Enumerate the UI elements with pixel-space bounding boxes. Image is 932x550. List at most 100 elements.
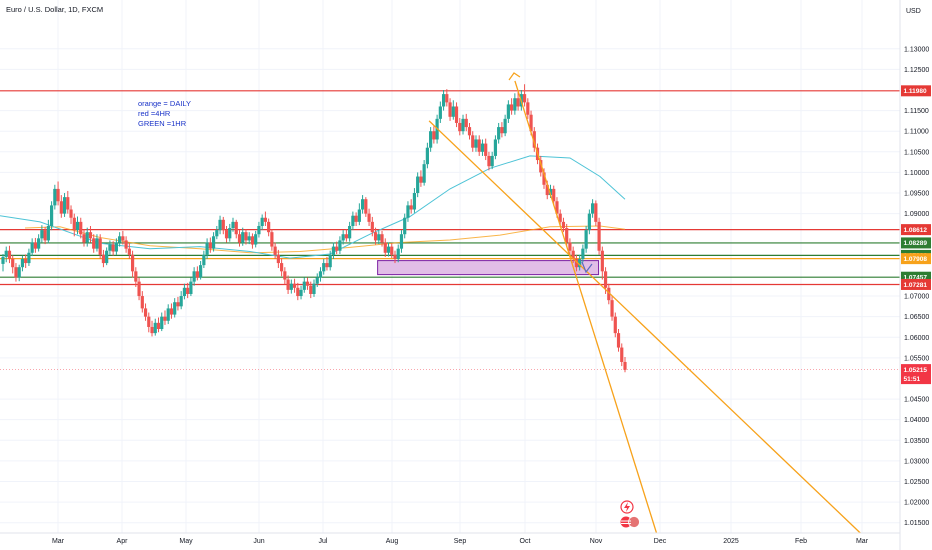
daily-trendline[interactable]	[428, 120, 861, 534]
candle-body	[545, 184, 549, 196]
candle-body	[218, 219, 222, 231]
candle-body	[315, 277, 319, 284]
candle-body	[432, 131, 436, 140]
candle-body	[620, 347, 624, 362]
legend-line-4hr: red =4HR	[138, 109, 171, 118]
candle-body	[247, 236, 251, 241]
x-tick-label: Mar	[52, 538, 65, 545]
candle-body	[448, 102, 452, 117]
candle-body	[484, 143, 488, 156]
currency-label[interactable]: USD	[906, 8, 921, 15]
price-badges: 1.119801.086121.082891.079861.079081.074…	[0, 85, 931, 385]
candle-body	[169, 308, 174, 315]
level-price-label: 1.07457	[904, 275, 928, 282]
daily-trendline[interactable]	[514, 80, 658, 534]
candle-body	[69, 209, 73, 218]
candle-body	[510, 104, 514, 111]
candle-body	[539, 160, 543, 173]
candle-body	[231, 221, 235, 229]
candle-body	[305, 281, 310, 286]
candle-body	[286, 279, 290, 290]
candle-body	[454, 106, 459, 123]
candle-body	[118, 236, 122, 243]
candle-body	[156, 322, 161, 330]
candle-body	[383, 242, 387, 253]
candle-body	[7, 250, 12, 259]
x-tick-label: Oct	[520, 538, 531, 545]
candle-body	[370, 221, 374, 233]
y-tick-label: 1.04000	[904, 417, 929, 424]
level-price-badge	[901, 85, 931, 97]
candle-body	[121, 236, 125, 241]
candle-body	[140, 296, 144, 309]
flag-stripe-icon	[621, 523, 631, 524]
candle-body	[150, 326, 154, 334]
candle-body	[571, 250, 575, 259]
y-tick-label: 1.06500	[904, 314, 929, 321]
candle-body	[260, 217, 264, 226]
candle-body	[189, 281, 193, 294]
candle-body	[20, 258, 25, 268]
time-axis[interactable]: Mar Apr May Jun Jul Aug Sep Oct Nov Dec 2025 Feb Mar	[0, 532, 900, 545]
candle-body	[597, 221, 601, 251]
candle-body	[153, 322, 157, 334]
candle-body	[354, 215, 358, 222]
candle-body	[62, 197, 67, 214]
candle-body	[429, 131, 433, 148]
level-price-label: 1.08289	[904, 240, 928, 247]
candle-body	[66, 197, 70, 210]
candle-body	[234, 221, 238, 235]
level-price-label: 1.11980	[904, 88, 928, 95]
candle-body	[82, 234, 86, 243]
event-icons[interactable]	[620, 500, 640, 528]
candle-body	[49, 205, 54, 226]
y-tick-label: 1.04500	[904, 397, 929, 404]
candle-body	[357, 209, 361, 222]
x-tick-label: 2025	[723, 538, 739, 545]
candle-body	[92, 238, 96, 249]
candle-body	[422, 164, 426, 183]
candle-body	[516, 98, 520, 107]
candle-body	[30, 242, 34, 253]
demand-zone-box[interactable]	[377, 260, 600, 276]
candle-body	[257, 225, 261, 235]
candle-body	[114, 242, 118, 252]
candle-body	[127, 248, 131, 255]
support-resistance-levels	[0, 90, 900, 286]
candle-body	[267, 221, 271, 233]
candle-body	[500, 127, 504, 134]
legend-line-daily: orange = DAILY	[138, 99, 191, 108]
candle-body	[393, 254, 397, 259]
candle-body	[616, 333, 621, 348]
y-tick-label: 1.10000	[904, 170, 929, 177]
candle-body	[53, 188, 57, 206]
candle-body	[1, 256, 5, 264]
us-flag-event-icon[interactable]	[620, 516, 632, 528]
candle-body	[603, 271, 608, 288]
level-price-label: 1.07908	[904, 256, 928, 263]
candle-body	[37, 238, 41, 249]
symbol-title[interactable]: Euro / U.S. Dollar, 1D, FXCM	[6, 5, 103, 14]
candle-body	[403, 217, 407, 235]
x-tick-label: Nov	[590, 538, 603, 545]
candle-body	[335, 246, 339, 251]
candle-body	[416, 176, 420, 194]
candle-body	[552, 188, 556, 202]
us-flag-event-icon[interactable]	[628, 516, 640, 528]
candle-body	[328, 254, 332, 268]
candle-body	[480, 143, 485, 152]
level-price-badge	[901, 237, 931, 249]
y-tick-label: 1.05500	[904, 355, 929, 362]
level-price-badge	[901, 224, 931, 236]
candle-body	[503, 118, 507, 134]
y-tick-label: 1.02000	[904, 500, 929, 507]
candle-body	[283, 271, 287, 280]
price-axis[interactable]: 1.13000 1.12500 1.11500 1.11000 1.10500 1.100…	[899, 0, 929, 550]
current-price-label: 1.05215	[904, 367, 928, 374]
candle-body	[445, 94, 449, 103]
candle-body	[548, 188, 553, 196]
candle-body	[318, 271, 323, 278]
candle-body	[108, 244, 112, 251]
candle-body	[205, 242, 209, 255]
